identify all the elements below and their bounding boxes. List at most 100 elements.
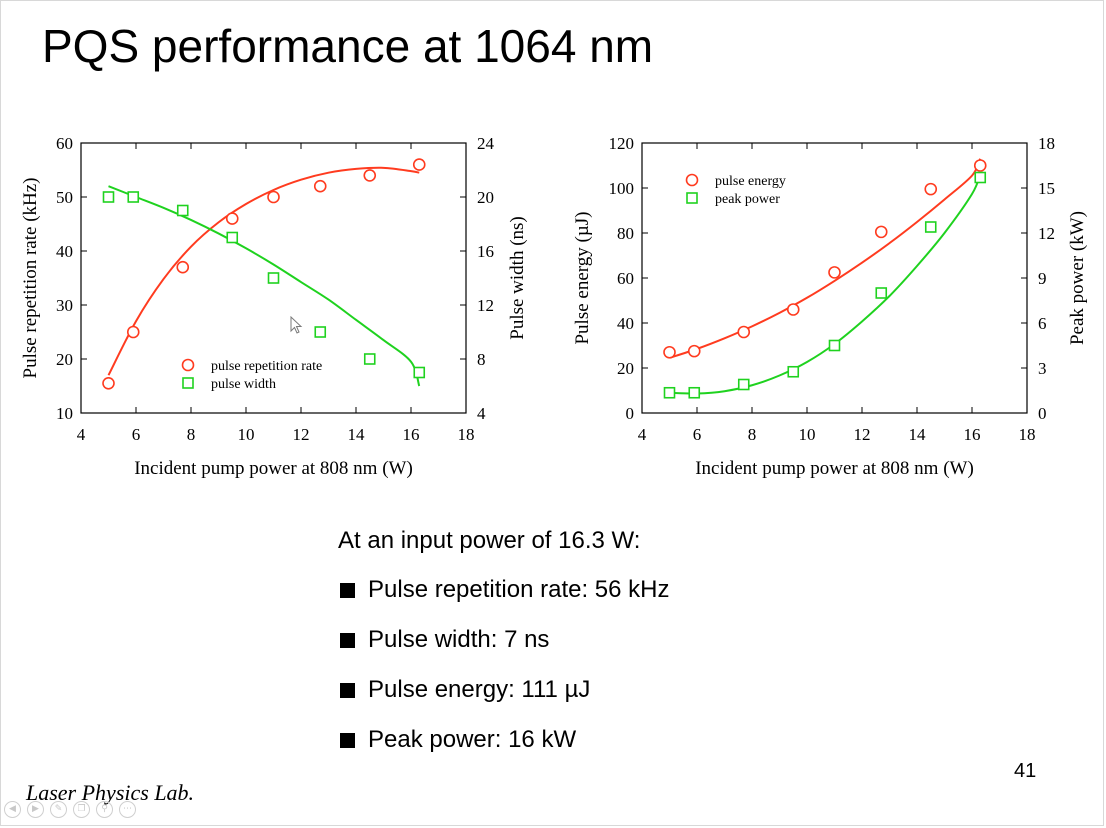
previous-icon[interactable]: ◀ <box>4 801 21 818</box>
x-tick-label: 18 <box>1019 425 1036 444</box>
y-tick-label: 60 <box>56 134 73 153</box>
x-tick-label: 16 <box>403 425 420 444</box>
pen-icon[interactable]: ✎ <box>50 801 67 818</box>
y2-tick-label: 24 <box>477 134 495 153</box>
data-point-square <box>875 287 888 299</box>
bullet-square-icon <box>340 733 355 748</box>
legend-marker-square <box>182 377 194 389</box>
legend-label: pulse energy <box>715 174 786 189</box>
x-tick-label: 6 <box>693 425 702 444</box>
y2-tick-label: 8 <box>477 350 486 369</box>
y2-tick-label: 3 <box>1038 359 1047 378</box>
y-tick-label: 50 <box>56 188 73 207</box>
y-tick-label: 60 <box>617 269 634 288</box>
legend-label: peak power <box>715 192 780 207</box>
y-tick-label: 120 <box>609 134 635 153</box>
data-point-circle <box>874 225 888 239</box>
x-tick-label: 12 <box>854 425 871 444</box>
data-point-circle <box>363 169 377 182</box>
slide-title: PQS performance at 1064 nm <box>42 20 654 72</box>
fit-curve-circle <box>669 158 982 359</box>
data-point-square <box>787 365 800 378</box>
x-axis-label: Incident pump power at 808 nm (W) <box>134 458 413 479</box>
data-point-square <box>226 231 239 244</box>
y2-tick-label: 12 <box>477 296 494 315</box>
y-tick-label: 10 <box>56 404 73 423</box>
data-point-square <box>663 386 676 399</box>
data-point-circle <box>973 159 987 172</box>
y2-tick-label: 16 <box>477 242 494 261</box>
y2-tick-label: 0 <box>1038 404 1047 423</box>
next-icon[interactable]: ▶ <box>27 801 44 818</box>
summary-item-text: Pulse width: 7 ns <box>368 626 550 653</box>
y-tick-label: 20 <box>617 359 634 378</box>
x-tick-label: 4 <box>77 425 86 444</box>
data-point-square <box>688 386 701 399</box>
data-point-circle <box>786 303 800 316</box>
y-tick-label: 40 <box>56 242 73 261</box>
y-tick-label: 30 <box>56 296 73 315</box>
legend-marker-square <box>686 192 698 204</box>
summary-intro: At an input power of 16.3 W: <box>338 527 641 554</box>
data-point-square <box>974 171 987 184</box>
data-point-square <box>176 204 189 217</box>
data-point-square <box>924 221 937 233</box>
data-point-square <box>127 191 140 203</box>
data-point-circle <box>313 179 327 193</box>
y-tick-label: 20 <box>56 350 73 369</box>
x-tick-label: 14 <box>348 425 366 444</box>
legend-label: pulse repetition rate <box>211 359 322 374</box>
more-icon[interactable]: ⋯ <box>119 801 136 818</box>
summary-block: At an input power of 16.3 W: Pulse repet… <box>338 524 670 773</box>
copy-icon[interactable]: ❐ <box>73 801 90 818</box>
x-tick-label: 16 <box>964 425 981 444</box>
summary-item-repetition-rate: Pulse repetition rate: 56 kHz <box>338 573 670 623</box>
summary-item-text: Pulse repetition rate: 56 kHz <box>368 576 670 603</box>
data-point-square <box>102 191 115 203</box>
data-point-square <box>737 378 750 391</box>
y2-tick-label: 9 <box>1038 269 1047 288</box>
x-tick-label: 10 <box>799 425 816 444</box>
slideshow-controls: ◀ ▶ ✎ ❐ ⚲ ⋯ <box>4 801 136 818</box>
data-point-circle <box>737 325 751 339</box>
y-tick-label: 0 <box>626 404 635 423</box>
x-axis-label: Incident pump power at 808 nm (W) <box>695 458 974 479</box>
x-tick-label: 6 <box>132 425 141 444</box>
data-point-circle <box>267 190 280 204</box>
summary-item-peak-power: Peak power: 16 kW <box>338 723 670 773</box>
y2-tick-label: 6 <box>1038 314 1047 333</box>
x-tick-label: 18 <box>458 425 475 444</box>
y2-tick-label: 18 <box>1038 134 1055 153</box>
data-point-circle <box>663 345 676 359</box>
x-tick-label: 4 <box>638 425 647 444</box>
y-tick-label: 80 <box>617 224 634 243</box>
x-tick-label: 8 <box>748 425 757 444</box>
data-point-circle <box>126 325 140 339</box>
legend-marker-circle <box>685 173 699 187</box>
y-tick-label: 40 <box>617 314 634 333</box>
y2-tick-label: 12 <box>1038 224 1055 243</box>
bullet-square-icon <box>340 683 355 698</box>
y-tick-label: 100 <box>609 179 635 198</box>
data-point-circle <box>102 376 115 390</box>
fit-curve-square <box>108 185 421 387</box>
data-point-circle <box>828 266 841 279</box>
y2-axis-label: Peak power (kW) <box>1067 211 1088 345</box>
data-point-square <box>828 339 841 352</box>
y-axis-label: Pulse repetition rate (kHz) <box>20 177 41 378</box>
data-point-square <box>413 366 426 379</box>
data-point-circle <box>225 212 239 225</box>
data-point-square <box>267 272 280 284</box>
data-point-square <box>363 353 376 365</box>
bullet-square-icon <box>340 633 355 648</box>
x-tick-label: 12 <box>293 425 310 444</box>
footer-lab-name: Laser Physics Lab. <box>26 780 195 805</box>
zoom-icon[interactable]: ⚲ <box>96 801 113 818</box>
x-tick-label: 14 <box>909 425 927 444</box>
summary-item-pulse-energy: Pulse energy: 111 µJ <box>338 673 670 723</box>
y2-tick-label: 20 <box>477 188 494 207</box>
fit-curve-circle <box>107 166 420 376</box>
